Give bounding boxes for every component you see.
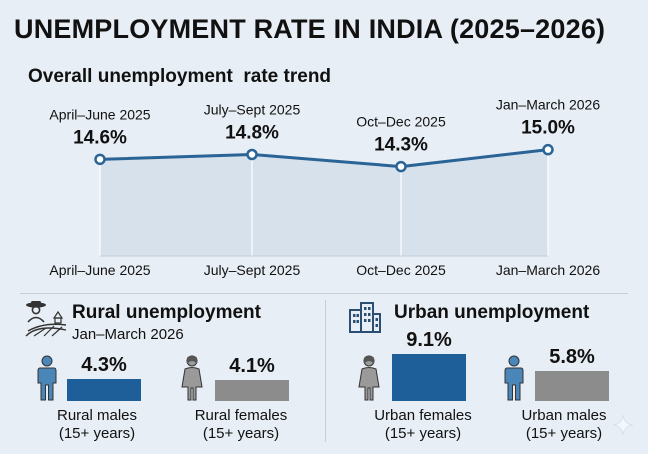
urban-section-title: Urban unemployment (394, 302, 590, 323)
bar-category-label: Rural males (15+ years) (56, 407, 138, 442)
female-person-icon (181, 355, 203, 401)
buildings-icon (349, 302, 381, 333)
trend-point-period-label: Jan–March 2026 (496, 97, 601, 113)
trend-point-value-label: 14.3% (374, 135, 428, 156)
trend-x-tick-label: July–Sept 2025 (204, 262, 301, 278)
trend-area (100, 149, 548, 256)
bar-value-label: 4.1% (229, 355, 275, 378)
bar (215, 380, 289, 401)
trend-point (94, 153, 106, 166)
page-title: UNEMPLOYMENT RATE IN INDIA (2025–2026) (14, 14, 606, 44)
trend-point-value-label: 14.8% (225, 123, 279, 144)
male-person-icon (37, 355, 57, 401)
trend-point-value-label: 14.6% (73, 127, 127, 148)
bar-category-label: Urban females (15+ years) (374, 407, 472, 442)
trend-line-chart: April–June 2025 14.6% July–Sept 2025 14.8% O… (49, 97, 601, 278)
farmer-icon (25, 301, 67, 337)
trend-series-line (99, 148, 549, 169)
trend-point-period-label: April–June 2025 (49, 106, 150, 122)
trend-chart-title: Overall unemployment rate trend (28, 66, 332, 87)
rural-section-title: Rural unemployment (72, 302, 261, 323)
bar-value-label: 4.3% (81, 354, 127, 377)
trend-point (395, 160, 407, 173)
trend-point-value-label: 15.0% (521, 118, 575, 139)
rural-section-period: Jan–March 2026 (72, 326, 184, 343)
female-person-icon (358, 355, 380, 401)
trend-x-tick-label: Jan–March 2026 (496, 262, 601, 278)
section-divider-vertical (325, 300, 326, 442)
bar (392, 354, 466, 401)
bar-value-label: 5.8% (549, 346, 595, 369)
trend-x-tick-label: Oct–Dec 2025 (356, 262, 446, 278)
sparkle-icon (612, 414, 634, 436)
trend-point (246, 148, 258, 161)
section-divider-horizontal (20, 293, 628, 294)
trend-x-tick-label: April–June 2025 (49, 262, 150, 278)
bar (67, 379, 141, 401)
bar-category-label: Rural females (15+ years) (194, 407, 288, 442)
trend-point-period-label: July–Sept 2025 (204, 102, 301, 118)
male-person-icon (504, 355, 524, 401)
bar (535, 371, 609, 401)
trend-point-period-label: Oct–Dec 2025 (356, 114, 446, 130)
bar-category-label: Urban males (15+ years) (521, 407, 607, 442)
trend-point (542, 143, 554, 156)
bar-value-label: 9.1% (406, 329, 452, 351)
